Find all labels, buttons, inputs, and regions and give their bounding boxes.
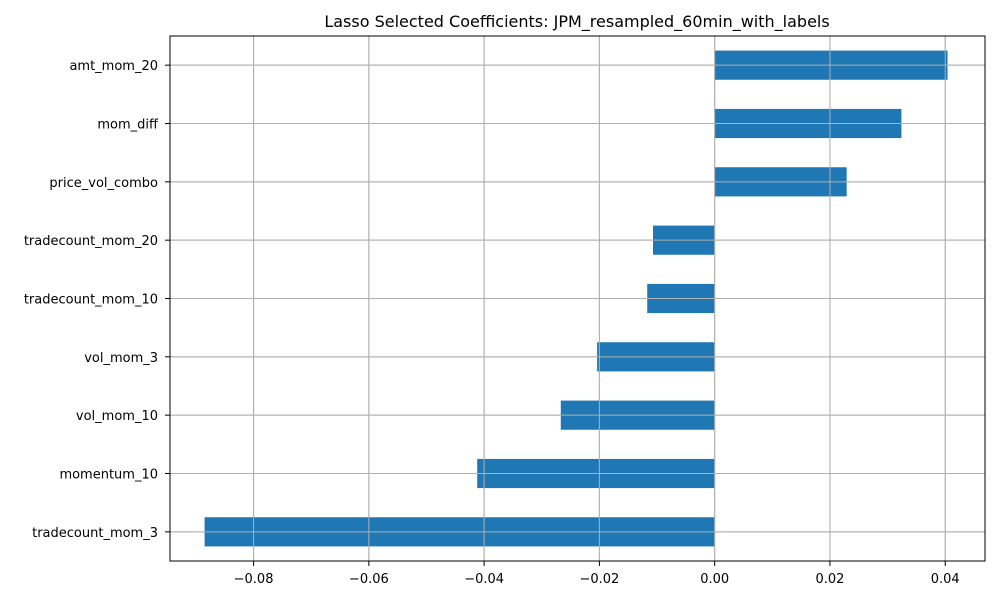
x-tick-label: 0.00 — [700, 572, 729, 587]
y-tick-label: mom_diff — [97, 118, 159, 133]
y-tick-label: tradecount_mom_10 — [24, 293, 158, 308]
x-tick-label: 0.04 — [931, 572, 960, 587]
y-tick-label: momentum_10 — [59, 468, 158, 483]
y-tick-label: vol_mom_3 — [84, 351, 158, 366]
x-tick-label: −0.02 — [579, 572, 619, 587]
chart-title: Lasso Selected Coefficients: JPM_resampl… — [324, 12, 829, 32]
y-axis-ticks: tradecount_mom_3 momentum_10 vol_mom_10 vol… — [24, 59, 170, 541]
x-tick-label: −0.06 — [349, 572, 389, 587]
y-tick-label: tradecount_mom_20 — [24, 234, 158, 249]
x-tick-label: 0.02 — [815, 572, 844, 587]
x-axis-ticks: −0.08 −0.06 −0.04 −0.02 0.00 0.02 0.04 — [234, 561, 960, 587]
x-tick-label: −0.04 — [464, 572, 504, 587]
y-tick-label: tradecount_mom_3 — [32, 526, 158, 541]
y-tick-label: amt_mom_20 — [69, 59, 158, 74]
y-tick-label: price_vol_combo — [49, 176, 158, 191]
y-tick-label: vol_mom_10 — [76, 409, 158, 424]
x-tick-label: −0.08 — [234, 572, 274, 587]
grid-overlay — [170, 36, 985, 561]
